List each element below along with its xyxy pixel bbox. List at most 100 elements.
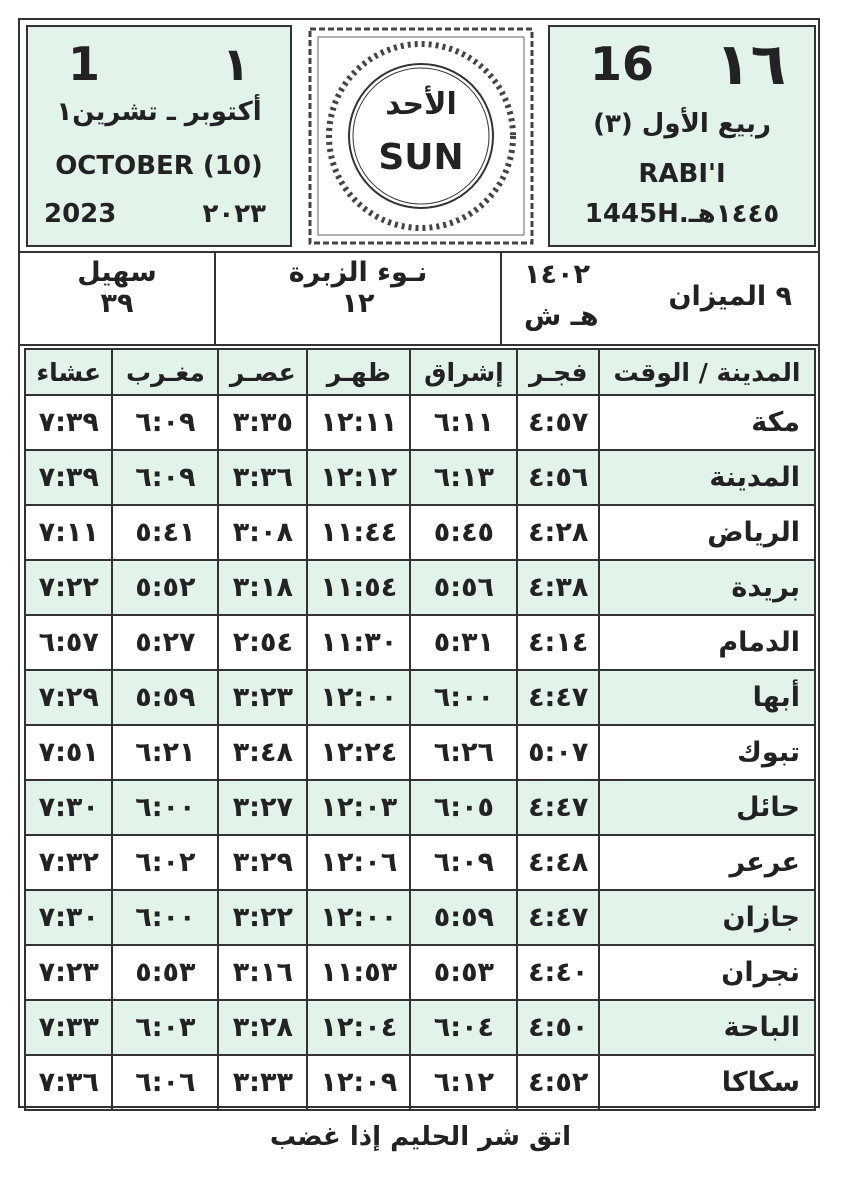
city-name: المدينة [598,449,816,506]
prayer-time: ١١:٥٤ [306,559,412,616]
prayer-time: ٦:٠٠ [111,889,220,946]
prayer-time: ٥:٠٧ [516,724,600,781]
table-row: الباحة ٤:٥٠ ٦:٠٤ ١٢:٠٤ ٣:٢٨ ٦:٠٣ ٧:٣٣ [23,999,816,1056]
prayer-time: ٣:١٦ [217,944,309,1001]
prayer-time: ٦:٠٢ [111,834,220,891]
prayer-time: ٤:٢٨ [516,504,600,561]
city-name: الرياض [598,504,816,561]
city-name: جازان [598,889,816,946]
prayer-time: ٧:١١ [23,504,114,561]
prayer-time: ٤:٥٠ [516,999,600,1056]
prayer-time: ٤:٤٧ [516,779,600,836]
season-day: ١٢ [341,288,375,319]
prayer-time: ٤:٣٨ [516,559,600,616]
prayer-time: ٦:٠٠ [409,669,519,726]
table-row: المدينة ٤:٥٦ ٦:١٣ ١٢:١٢ ٣:٣٦ ٦:٠٩ ٧:٣٩ [23,449,816,506]
prayer-time: ٥:٤١ [111,504,220,561]
gregorian-date-box: 1 ١ أكتوبر ـ تشرين١ OCTOBER (10) 2023 ٢٠… [26,25,292,247]
column-header: عصـر [217,348,309,396]
city-name: حائل [598,779,816,836]
prayer-time: ٦:٠٠ [111,779,220,836]
prayer-time: ٥:٣١ [409,614,519,671]
prayer-time: ٤:٥٦ [516,449,600,506]
prayer-time: ١٢:٠٣ [306,779,412,836]
column-header: فجـر [516,348,600,396]
prayer-time: ٣:٠٨ [217,504,309,561]
gregorian-year-ar: ٢٠٢٣ [202,199,266,229]
prayer-time: ١٢:٢٤ [306,724,412,781]
prayer-time: ٧:٣٠ [23,779,114,836]
hijri-day-en: 16 [590,37,655,91]
prayer-time: ١٢:١٢ [306,449,412,506]
column-header: المدينة / الوقت [598,348,816,396]
gregorian-year-en: 2023 [44,199,117,229]
prayer-time: ٦:١٣ [409,449,519,506]
prayer-time: ٤:٥٢ [516,1054,600,1111]
prayer-time: ١٢:٠٩ [306,1054,412,1111]
prayer-time: ٧:٢٢ [23,559,114,616]
prayer-time: ٣:١٨ [217,559,309,616]
prayer-time: ٥:٥٦ [409,559,519,616]
prayer-time: ٦:١١ [409,394,519,451]
column-header: مغـرب [111,348,220,396]
prayer-time: ١٢:١١ [306,394,412,451]
city-name: سكاكا [598,1054,816,1111]
solar-year-label: هـ ش [524,301,599,332]
hijri-month-en: RABI'I [638,159,726,189]
hijri-month-ar: ربيع الأول (٣) [593,109,771,139]
prayer-time: ١٢:٠٤ [306,999,412,1056]
prayer-time: ٣:٢٧ [217,779,309,836]
prayer-time: ٥:٥٢ [111,559,220,616]
prayer-time: ٧:٣٣ [23,999,114,1056]
hijri-date-box: 16 ١٦ ربيع الأول (٣) RABI'I 1445H.١٤٤٥هـ [548,25,816,247]
prayer-times-table: المدينة / الوقت فجـر إشراق ظهـر عصـر مغـرب عشا… [23,348,816,1111]
prayer-time: ٣:٤٨ [217,724,309,781]
info-row: ٩ الميزان ١٤٠٢ هـ ش نـوء الزبرة ١٢ سهيل … [20,251,818,346]
prayer-time: ٦:٠٩ [111,394,220,451]
prayer-time: ٥:٥٩ [111,669,220,726]
star-day: ٣٩ [100,288,134,319]
prayer-time: ١٢:٠٠ [306,889,412,946]
column-header: ظهـر [306,348,412,396]
prayer-time: ٣:٢٩ [217,834,309,891]
prayer-time: ٥:٥٣ [111,944,220,1001]
calendar-page: 1 ١ أكتوبر ـ تشرين١ OCTOBER (10) 2023 ٢٠… [18,18,820,1111]
gregorian-month-en: OCTOBER (10) [55,151,263,181]
prayer-time: ٥:٥٣ [409,944,519,1001]
prayer-time: ٧:٣٢ [23,834,114,891]
prayer-time: ٢:٥٤ [217,614,309,671]
prayer-time: ٦:٠٩ [409,834,519,891]
prayer-time: ٦:٢١ [111,724,220,781]
prayer-time: ٧:٥١ [23,724,114,781]
city-name: مكة [598,394,816,451]
gregorian-day-ar: ١ [221,37,250,91]
city-name: الدمام [598,614,816,671]
prayer-time: ٤:١٤ [516,614,600,671]
prayer-time: ١١:٥٣ [306,944,412,1001]
prayer-time: ١١:٤٤ [306,504,412,561]
prayer-time: ٧:٢٩ [23,669,114,726]
day-name-en: SUN [378,137,464,178]
city-name: عرعر [598,834,816,891]
prayer-time: ٣:٣٦ [217,449,309,506]
zodiac: ٩ الميزان [668,281,793,312]
city-name: الباحة [598,999,816,1056]
prayer-time: ٦:٠٣ [111,999,220,1056]
table-row: عرعر ٤:٤٨ ٦:٠٩ ١٢:٠٦ ٣:٢٩ ٦:٠٢ ٧:٣٢ [23,834,816,891]
prayer-time: ٤:٤٧ [516,889,600,946]
table-row: تبوك ٥:٠٧ ٦:٢٦ ١٢:٢٤ ٣:٤٨ ٦:٢١ ٧:٥١ [23,724,816,781]
star-cell: سهيل ٣٩ [20,253,214,344]
table-row: نجران ٤:٤٠ ٥:٥٣ ١١:٥٣ ٣:١٦ ٥:٥٣ ٧:٢٣ [23,944,816,1001]
table-row: حائل ٤:٤٧ ٦:٠٥ ١٢:٠٣ ٣:٢٧ ٦:٠٠ ٧:٣٠ [23,779,816,836]
footer-proverb: اتق شر الحليم إذا غضب [269,1122,572,1152]
prayer-time: ١٢:٠٠ [306,669,412,726]
prayer-time: ٣:٢٢ [217,889,309,946]
prayer-time: ٧:٣٠ [23,889,114,946]
gregorian-day-en: 1 [68,37,101,91]
prayer-time: ٦:٢٦ [409,724,519,781]
prayer-time: ٥:٢٧ [111,614,220,671]
star-name: سهيل [77,257,157,288]
table-row: جازان ٤:٤٧ ٥:٥٩ ١٢:٠٠ ٣:٢٢ ٦:٠٠ ٧:٣٠ [23,889,816,946]
prayer-time: ٥:٤٥ [409,504,519,561]
ornament-frame-icon [308,27,534,245]
